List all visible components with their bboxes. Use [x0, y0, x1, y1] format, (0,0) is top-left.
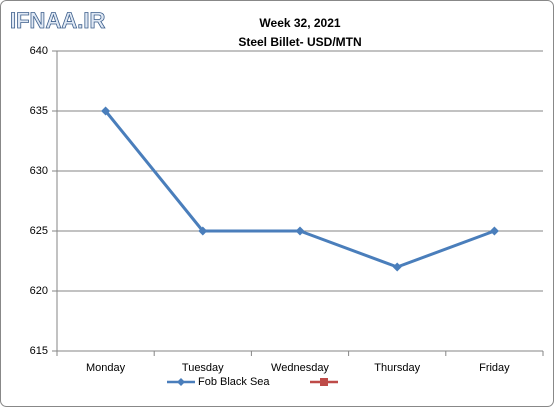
point-marker — [392, 262, 402, 272]
point-marker — [489, 226, 499, 236]
point-marker — [295, 226, 305, 236]
legend-marker — [177, 378, 185, 386]
x-tick-label: Monday — [86, 362, 126, 374]
chart-subtitle: Steel Billet- USD/MTN — [238, 35, 361, 49]
y-tick-label: 630 — [30, 165, 48, 177]
x-tick-label: Friday — [479, 362, 510, 374]
x-tick-label: Thursday — [374, 362, 420, 374]
point-marker — [101, 106, 111, 116]
y-tick-label: 615 — [30, 345, 48, 357]
x-tick-label: Wednesday — [271, 362, 329, 374]
chart-title: Week 32, 2021 — [259, 16, 341, 30]
y-tick-label: 620 — [30, 285, 48, 297]
y-tick-label: 640 — [30, 45, 48, 57]
point-marker — [198, 226, 208, 236]
legend-marker — [320, 378, 328, 386]
x-tick-label: Tuesday — [182, 362, 224, 374]
legend-empty-entry — [310, 378, 338, 386]
legend-label: Fob Black Sea — [198, 376, 270, 388]
watermark: IFNAA.IR — [10, 8, 105, 33]
y-tick-label: 635 — [30, 105, 48, 117]
y-tick-label: 625 — [30, 225, 48, 237]
